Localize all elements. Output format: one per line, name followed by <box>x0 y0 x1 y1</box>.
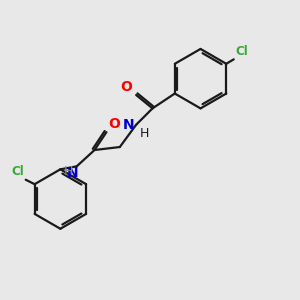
Text: O: O <box>108 117 120 131</box>
Text: H: H <box>140 127 149 140</box>
Text: Cl: Cl <box>11 165 24 178</box>
Text: N: N <box>123 118 135 132</box>
Text: Cl: Cl <box>235 45 248 58</box>
Text: O: O <box>121 80 133 94</box>
Text: H: H <box>63 165 73 178</box>
Text: N: N <box>67 166 78 180</box>
